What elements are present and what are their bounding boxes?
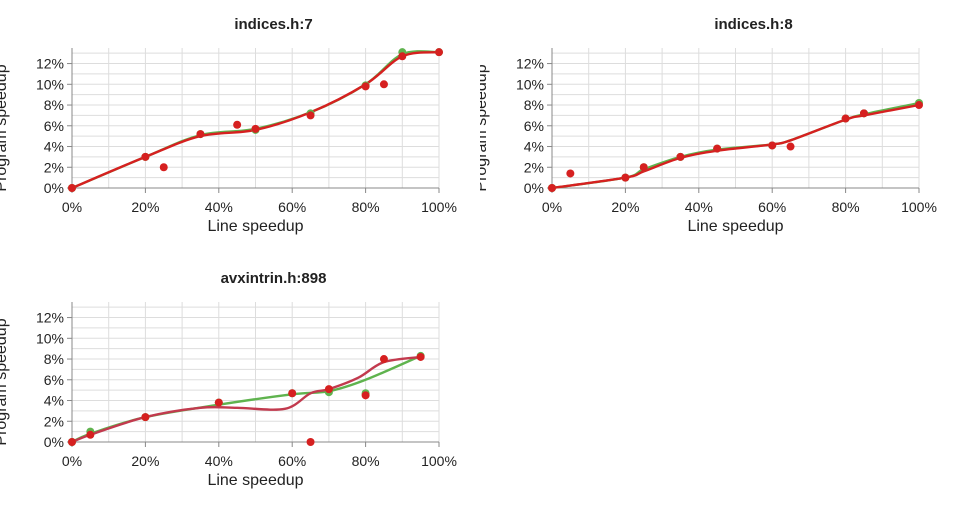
series-1-point [86, 430, 95, 439]
y-axis-label: Program speedup [0, 64, 10, 191]
y-tick-label: 0% [44, 180, 64, 196]
series-1-point [566, 169, 575, 178]
y-tick-label: 8% [44, 97, 64, 113]
x-tick-label: 0% [542, 199, 562, 215]
x-tick-label: 20% [131, 453, 159, 469]
chart-title: indices.h:7 [234, 16, 312, 33]
chart-title: indices.h:8 [714, 16, 792, 33]
y-tick-label: 4% [524, 139, 544, 155]
series-1-point [859, 109, 868, 118]
chart-svg: indices.h:8 0% 2% 4% 6% 8% 10% 12% 0% 20% 40% 60% 80… [480, 16, 937, 235]
x-axis-label: Line speedup [207, 472, 303, 489]
x-tick-label: 60% [758, 199, 786, 215]
series-1-point [786, 142, 795, 151]
series-1-point [141, 413, 150, 422]
y-tick-label: 6% [524, 118, 544, 134]
y-tick-label: 4% [44, 393, 64, 409]
series-1-point [68, 184, 76, 192]
y-tick-label: 0% [524, 180, 544, 196]
y-tick-label: 8% [524, 97, 544, 113]
x-axis-label: Line speedup [207, 218, 303, 235]
series-1-point [841, 114, 850, 123]
series-1-line [550, 103, 921, 190]
y-tick-label: 0% [44, 434, 64, 450]
series-1-point [288, 389, 297, 398]
y-tick-label: 4% [44, 139, 64, 155]
series-1-point [251, 124, 260, 133]
y-tick-label: 2% [44, 159, 64, 175]
x-tick-label: 40% [685, 199, 713, 215]
x-tick-label: 80% [352, 199, 380, 215]
series-0-line [70, 354, 422, 444]
series-1-point [713, 144, 722, 153]
series-1-point [768, 141, 777, 150]
y-tick-label: 10% [36, 330, 64, 346]
series-1-point [361, 82, 370, 91]
series-1-point [361, 391, 370, 400]
series-1-point [324, 385, 333, 394]
x-tick-label: 100% [421, 453, 457, 469]
series-1-point [548, 184, 556, 192]
series-1-point [214, 398, 223, 407]
y-axis-label: Program speedup [480, 64, 490, 191]
x-tick-label: 40% [205, 453, 233, 469]
y-tick-label: 10% [36, 76, 64, 92]
x-tick-label: 0% [62, 199, 82, 215]
y-tick-label: 8% [44, 351, 64, 367]
series-1-point [398, 52, 407, 61]
y-tick-label: 2% [44, 413, 64, 429]
series-1-point [233, 120, 242, 129]
x-tick-label: 100% [421, 199, 457, 215]
y-tick-label: 12% [36, 310, 64, 326]
series-1-point [68, 438, 76, 446]
x-tick-label: 20% [611, 199, 639, 215]
series-1-point [379, 355, 388, 364]
chart-indices-h-8: indices.h:8 0% 2% 4% 6% 8% 10% 12% 0% 20% 40% 60% 80… [480, 0, 954, 250]
chart-svg: indices.h:7 0% 2% 4% 6% 8% 10% 12% 0% 20% 40% 60% 80… [0, 16, 457, 235]
y-tick-label: 6% [44, 118, 64, 134]
y-axis-label: Program speedup [0, 318, 10, 445]
chart-title: avxintrin.h:898 [221, 270, 327, 287]
chart-avxintrin-h-898: avxintrin.h:898 0% 2% 4% 6% 8% 10% 12% 0% 20% 40% 6… [0, 254, 475, 504]
series-1-point [435, 48, 443, 57]
series-1-point [196, 130, 205, 139]
grid [551, 48, 920, 189]
y-tick-label: 12% [516, 56, 544, 72]
x-tick-label: 100% [901, 199, 937, 215]
series-1-point [915, 101, 923, 110]
series-1-point [379, 80, 388, 89]
series-1-line [70, 355, 422, 444]
series-1-point [676, 152, 685, 161]
series-1-point [639, 163, 648, 172]
chart-indices-h-7: indices.h:7 0% 2% 4% 6% 8% 10% 12% 0% 20% 40% 60% 80… [0, 0, 475, 250]
x-tick-label: 20% [131, 199, 159, 215]
x-tick-label: 60% [278, 453, 306, 469]
y-tick-label: 10% [516, 76, 544, 92]
x-tick-label: 0% [62, 453, 82, 469]
series-1-point [306, 111, 315, 120]
series-1-point [141, 152, 150, 161]
y-tick-label: 2% [524, 159, 544, 175]
x-tick-label: 80% [352, 453, 380, 469]
chart-svg: avxintrin.h:898 0% 2% 4% 6% 8% 10% 12% 0% 20% 40% 6… [0, 270, 457, 489]
series-1-point [416, 352, 425, 361]
y-tick-label: 12% [36, 56, 64, 72]
series-1-point [621, 173, 630, 182]
x-tick-label: 60% [278, 199, 306, 215]
series-1-point [159, 163, 168, 172]
series-1-point [306, 438, 315, 446]
x-tick-label: 80% [832, 199, 860, 215]
x-tick-label: 40% [205, 199, 233, 215]
y-tick-label: 6% [44, 372, 64, 388]
x-axis-label: Line speedup [687, 218, 783, 235]
